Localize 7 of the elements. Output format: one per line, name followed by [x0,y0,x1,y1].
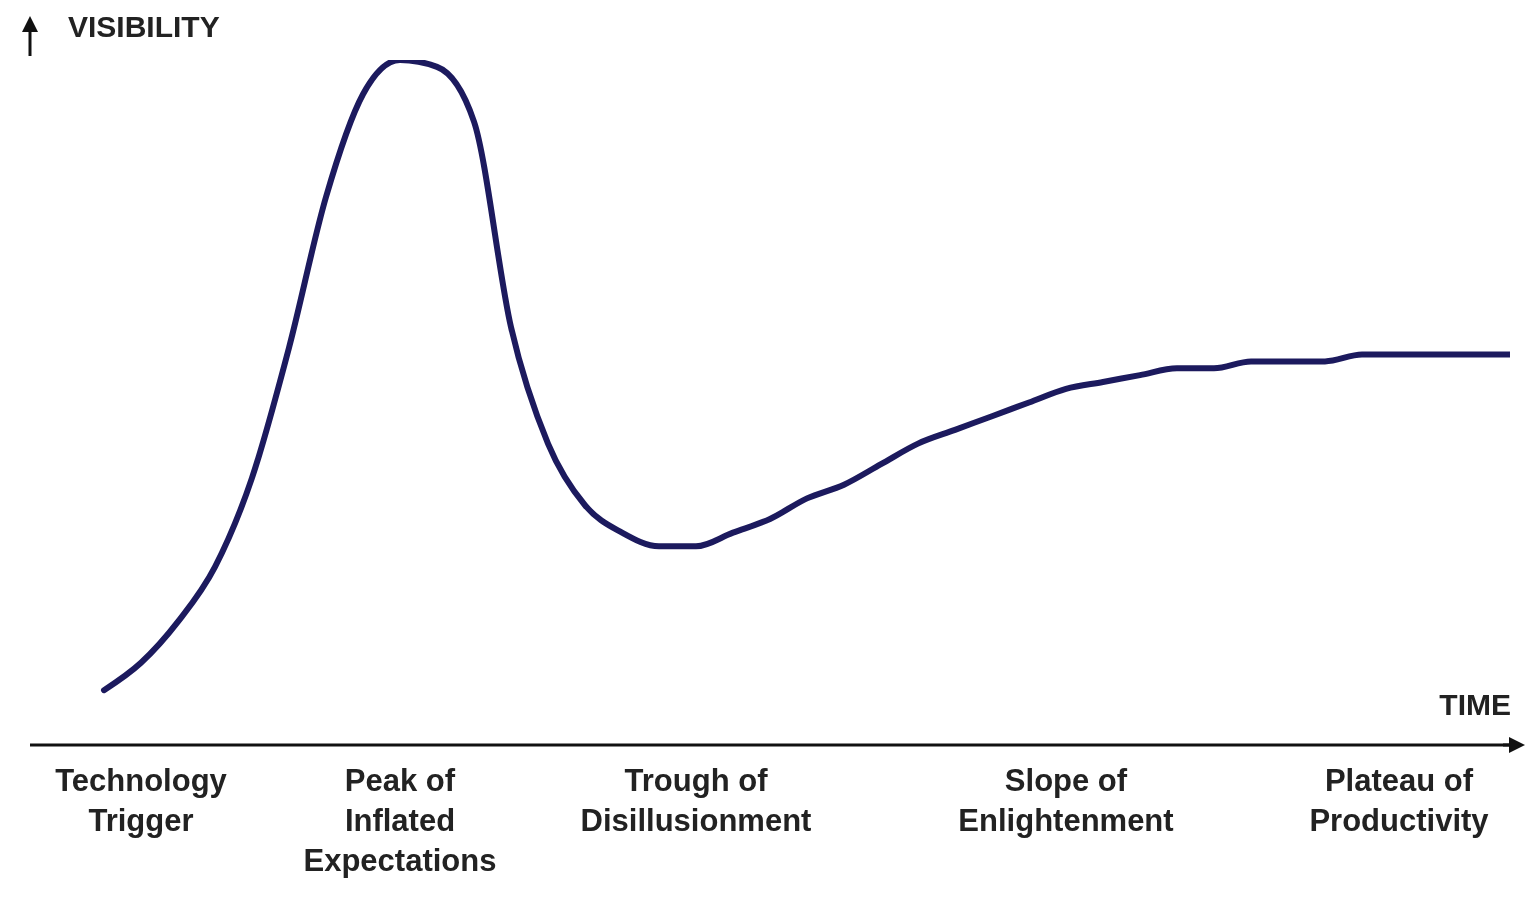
y-axis-title: VISIBILITY [68,10,220,44]
x-tick-label: Peak of Inflated Expectations [303,763,497,878]
x-axis-title: TIME [1439,688,1511,722]
x-tick-label: Slope of Enlightenment [958,763,1174,838]
x-tick-label: Plateau of Productivity [1309,763,1490,838]
x-tick-label: Technology Trigger [55,763,228,838]
x-tick-label: Trough of Disillusionment [580,763,812,838]
